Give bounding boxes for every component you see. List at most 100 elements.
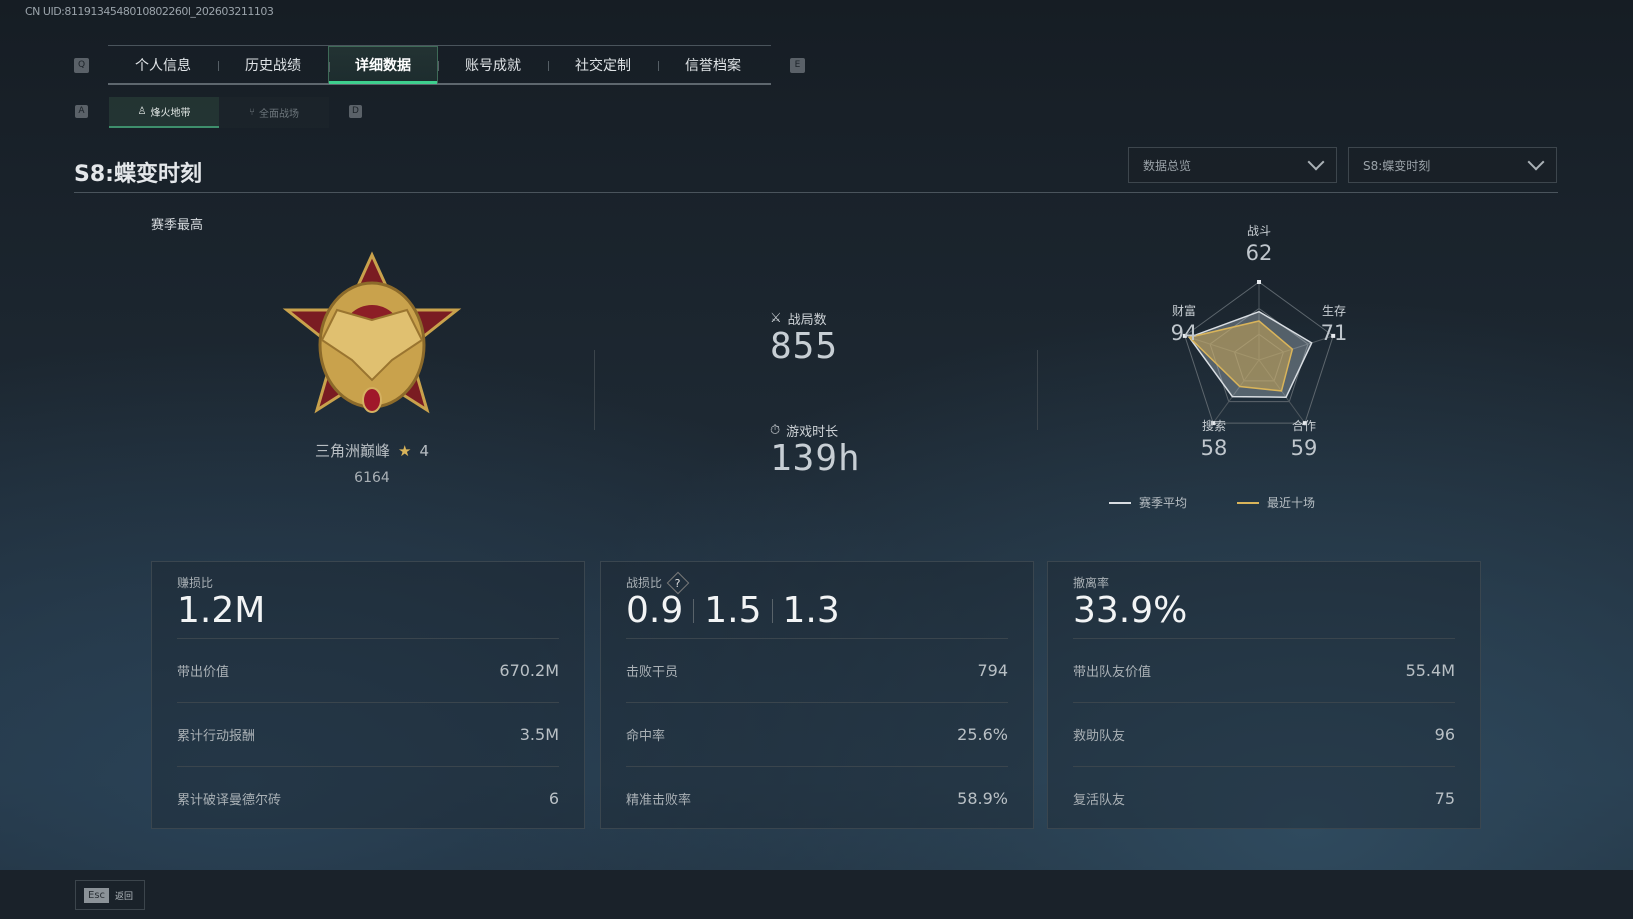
main-value: 33.9%: [1073, 590, 1188, 631]
tab-achievements[interactable]: 账号成就: [438, 46, 548, 83]
star-icon: ★: [398, 441, 412, 460]
stat-value: 75: [1434, 789, 1455, 808]
crossed-swords-icon: ⚔: [770, 311, 782, 326]
card-main-value: 1.2M: [177, 590, 265, 631]
stat-value: 58.9%: [957, 789, 1008, 808]
stat-label: 精准击败率: [626, 793, 692, 808]
radar-vertex-marker: [1302, 421, 1307, 426]
radar-vertex-marker: [1182, 333, 1187, 338]
divider: [693, 598, 695, 623]
card-label-text: 赚损比: [177, 576, 214, 590]
stat-value: 3.5M: [519, 725, 559, 744]
footer-bar: [0, 870, 1633, 919]
divider: [74, 192, 1558, 193]
radar-axis-label: 合作: [1292, 418, 1316, 433]
stat-row: 累计行动报酬 3.5M: [177, 702, 559, 766]
radar-axis-value: 59: [1291, 436, 1318, 460]
stat-card: 赚损比 1.2M 带出价值 670.2M 累计行动报酬 3.5M 累计破译曼德尔砖 6: [151, 561, 585, 829]
radar-axis-value: 62: [1246, 241, 1273, 265]
beacon-icon: ♙: [137, 106, 147, 117]
divider: [594, 350, 595, 430]
chevron-down-icon: [1527, 153, 1545, 171]
rank-info: 三角洲巅峰 ★ 4: [300, 440, 444, 461]
stat-row: 复活队友 75: [1073, 766, 1455, 830]
radar-series-1: [1187, 320, 1294, 392]
stat-row: 击败干员 794: [626, 638, 1008, 702]
radar-axis-value: 71: [1321, 321, 1348, 345]
stat-card: 战损比? 0.9 1.5 1.3 击败干员 794 命中率 25.6% 精准击败率 58.9%: [600, 561, 1034, 829]
main-value: 0.9: [626, 590, 684, 631]
season-best-label: 赛季最高: [151, 218, 204, 233]
page-title: S8:蝶变时刻: [74, 162, 202, 187]
radar-axis-value: 94: [1171, 321, 1198, 345]
view-dropdown-value: 数据总览: [1143, 158, 1192, 173]
card-label: 撤离率: [1073, 574, 1109, 591]
stat-label: 击败干员: [626, 665, 679, 680]
main-value: 1.3: [782, 590, 840, 631]
radar-axis-label: 生存: [1322, 304, 1346, 318]
playtime-label: ⏱ 游戏时长: [770, 421, 838, 440]
mode-tabs: ♙ 烽火地带 ⑂ 全面战场: [109, 97, 329, 128]
card-main-value: 33.9%: [1073, 590, 1187, 631]
legend-label: 最近十场: [1267, 496, 1315, 510]
prev-tab-key[interactable]: Q: [74, 58, 89, 73]
next-tab-key[interactable]: E: [790, 58, 805, 73]
stat-value: 25.6%: [957, 725, 1008, 744]
prev-subtab-key[interactable]: A: [75, 105, 88, 118]
next-subtab-key[interactable]: D: [349, 105, 362, 118]
radar-vertex-marker: [1211, 421, 1216, 426]
tab-label: 烽火地带: [150, 108, 191, 119]
back-label: 返回: [115, 891, 134, 902]
tab-full-warfare[interactable]: ⑂ 全面战场: [219, 97, 329, 128]
tab-credit[interactable]: 信誉档案: [658, 46, 768, 83]
radar-axis-label: 战斗: [1247, 224, 1271, 238]
view-dropdown[interactable]: 数据总览: [1128, 147, 1337, 183]
tab-hazard-zone[interactable]: ♙ 烽火地带: [109, 97, 219, 128]
season-dropdown-value: S8:蝶变时刻: [1363, 158, 1431, 173]
tab-label: 全面战场: [259, 109, 299, 120]
rank-score: 6164: [354, 470, 390, 486]
season-dropdown[interactable]: S8:蝶变时刻: [1348, 147, 1557, 183]
card-label: 战损比?: [626, 571, 690, 594]
radar-axis-label: 财富: [1172, 303, 1196, 318]
esc-key: Esc: [84, 887, 110, 903]
stat-label: 带出队友价值: [1073, 665, 1152, 680]
stat-value: 6: [548, 789, 559, 808]
radar-vertex-marker: [1331, 333, 1336, 338]
legend-label: 赛季平均: [1139, 495, 1187, 510]
matches-label: ⚔ 战局数: [770, 309, 827, 328]
tab-detailed-data[interactable]: 详细数据: [328, 46, 438, 84]
stat-value: 794: [977, 661, 1008, 680]
divider: [771, 598, 773, 623]
card-label: 赚损比: [177, 574, 213, 591]
warfare-icon: ⑂: [249, 107, 255, 118]
card-label-text: 撤离率: [1073, 576, 1110, 590]
tab-personal-info[interactable]: 个人信息: [135, 57, 191, 74]
divider: [1037, 350, 1038, 430]
rank-name: 三角洲巅峰: [314, 442, 390, 460]
tab-social[interactable]: 社交定制: [548, 46, 658, 83]
stat-label: 救助队友: [1073, 729, 1126, 744]
uid-text: CN UID:8119134548010802260l_202603211103: [25, 5, 274, 18]
stat-value: 96: [1434, 725, 1455, 744]
main-tabs: 个人信息 历史战绩 详细数据 账号成就 社交定制 信誉档案: [108, 45, 771, 85]
rank-medal-icon: [282, 251, 462, 414]
stat-label: 复活队友: [1073, 793, 1126, 808]
back-button[interactable]: Esc 返回: [75, 880, 145, 910]
stopwatch-icon: ⏱: [770, 423, 781, 438]
playtime-label-text: 游戏时长: [786, 425, 839, 440]
main-value: 1.2M: [177, 590, 266, 631]
radar-vertex-marker: [1257, 280, 1261, 284]
card-main-value: 0.9 1.5 1.3: [626, 590, 840, 631]
help-glyph: ?: [675, 576, 681, 589]
stat-row: 带出价值 670.2M: [177, 638, 559, 702]
tab-match-history[interactable]: 历史战绩: [218, 46, 328, 83]
card-label-text: 战损比: [626, 576, 663, 590]
stat-row: 带出队友价值 55.4M: [1073, 638, 1455, 702]
stat-row: 精准击败率 58.9%: [626, 766, 1008, 830]
chevron-down-icon: [1307, 153, 1325, 171]
matches-value: 855: [770, 326, 839, 367]
radar-axis-value: 58: [1201, 436, 1228, 460]
ability-radar-chart: 战斗 62 生存 71 合作 59 搜索 58 财富 94 赛季平均 最近十场: [1109, 224, 1348, 510]
playtime-value: 139h: [770, 438, 861, 479]
